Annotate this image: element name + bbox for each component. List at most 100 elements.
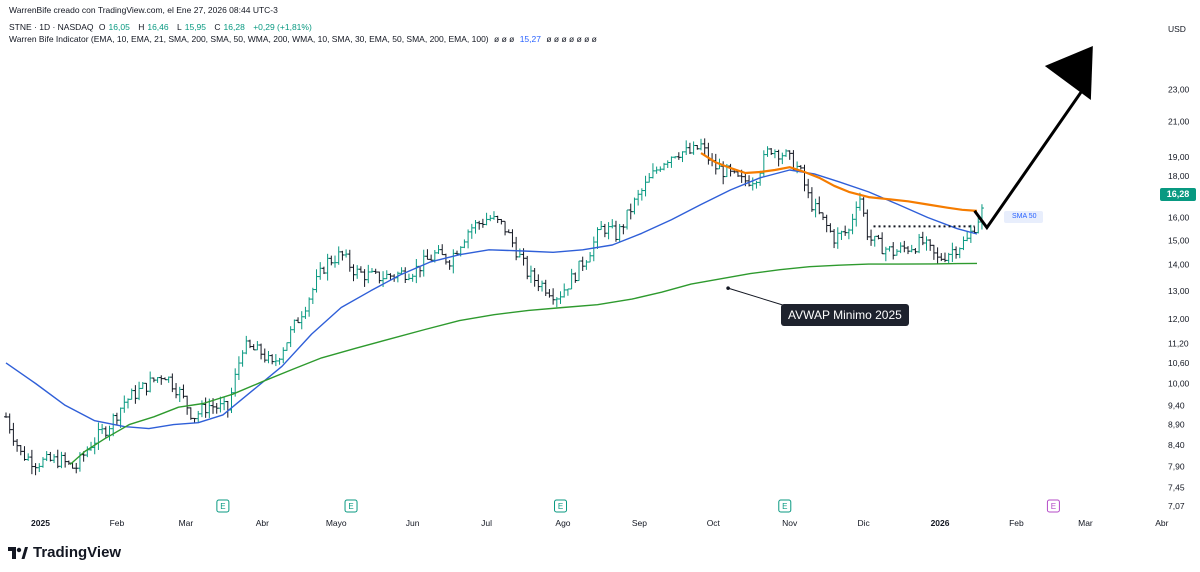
ohlc-bar — [466, 229, 471, 249]
ohlc-bar — [747, 175, 752, 187]
ohlc-bar — [517, 248, 522, 258]
ohlc-bar — [37, 463, 42, 473]
ohlc-bar — [273, 354, 278, 367]
projection-arrow-line — [973, 77, 1092, 231]
ohlc-bar — [59, 451, 64, 469]
ohlc-bar — [384, 270, 389, 280]
ohlc-bar — [684, 140, 689, 156]
ohlc-bar — [584, 260, 589, 270]
ohlc-bar — [665, 160, 670, 169]
ohlc-bar — [846, 228, 851, 240]
ohlc-bar — [613, 220, 618, 242]
ohlc-bar — [495, 215, 500, 224]
x-tick-label: Sep — [632, 518, 647, 528]
x-tick-label: Abr — [256, 518, 269, 528]
avwap-callout[interactable]: AVWAP Minimo 2025 — [781, 304, 909, 326]
ohlc-bar — [314, 269, 319, 293]
ohlc-bar — [669, 156, 674, 168]
indicator-value-sma50: 15,27 — [519, 34, 541, 44]
ohlc-bar — [33, 463, 38, 476]
ohlc-bar — [418, 265, 423, 278]
ohlc-bar — [754, 180, 759, 189]
ohlc-bar — [137, 381, 142, 401]
ohlc-bar — [562, 283, 567, 298]
ohlc-bar — [965, 231, 970, 242]
ohlc-bar — [728, 163, 733, 177]
earnings-marker-box — [344, 499, 358, 513]
ohlc-bar — [658, 166, 663, 172]
ohlc-bar — [702, 138, 707, 155]
ohlc-bar — [270, 354, 275, 365]
ohlc-bar — [151, 377, 156, 383]
symbol-legend[interactable]: STNE · 1D · NASDAQ O 16,05 H 16,46 L 15,95 … — [9, 22, 315, 32]
ohlc-bar — [606, 222, 611, 240]
chart-attribution: WarrenBife creado con TradingView.com, e… — [9, 5, 278, 15]
ohlc-bar — [55, 449, 60, 469]
indicator-legend[interactable]: Warren Bife Indicator (EMA, 10, EMA, 21,… — [9, 34, 600, 44]
ohlc-bar — [554, 297, 559, 308]
ohlc-bar — [203, 397, 208, 418]
ohlc-bar — [872, 235, 877, 247]
ohlc-bar — [85, 446, 90, 458]
ohlc-bar — [961, 236, 966, 251]
ohlc-bar — [850, 213, 855, 235]
ohlc-bar — [525, 255, 530, 280]
ohlc-bar — [828, 223, 833, 233]
ohlc-bar — [170, 373, 175, 393]
y-tick-label: 23,00 — [1168, 84, 1190, 94]
ohlc-bar — [902, 240, 907, 253]
x-tick-label: 2026 — [931, 518, 950, 528]
ohlc-bar — [144, 382, 149, 396]
ohlc-bar — [798, 165, 803, 170]
symbol-name[interactable]: STNE · 1D · NASDAQ — [9, 22, 94, 32]
y-tick-label: 18,00 — [1168, 171, 1190, 181]
ohlc-bar — [698, 138, 703, 151]
ohlc-bar — [514, 236, 519, 261]
ohlc-bar — [954, 246, 959, 259]
ohlc-bar — [247, 339, 252, 349]
ohlc-bar — [477, 220, 482, 230]
indicator-label[interactable]: Warren Bife Indicator (EMA, 10, EMA, 21,… — [9, 34, 489, 44]
ohlc-bar — [166, 376, 171, 383]
ohlc-bar — [813, 198, 818, 218]
ohlc-bar — [240, 350, 245, 367]
ohlc-bar — [939, 253, 944, 262]
sma50-tag: SMA 50 — [1004, 211, 1043, 223]
x-tick-label: Abr — [1155, 518, 1168, 528]
ohlc-bar — [713, 153, 718, 175]
ohlc-bar — [447, 260, 452, 270]
ohlc-bar — [928, 239, 933, 251]
ohlc-bar — [835, 227, 840, 249]
ohlc-bar — [307, 297, 312, 317]
indicator-values-before: ø ø ø — [494, 34, 515, 44]
x-tick-label: Mayo — [326, 518, 347, 528]
ohlc-bar — [133, 385, 138, 404]
ohlc-bar — [292, 319, 297, 333]
earnings-marker-label: E — [1051, 502, 1056, 511]
earnings-marker-label: E — [348, 502, 353, 511]
ohlc-bar — [296, 317, 301, 324]
x-tick-label: Jul — [481, 518, 492, 528]
ohlc-bar — [809, 187, 814, 212]
ohlc-bar — [414, 258, 419, 284]
ohlc-bar — [558, 291, 563, 304]
x-tick-label: Nov — [782, 518, 798, 528]
currency-label[interactable]: USD — [1168, 24, 1186, 34]
ohlc-bar — [972, 226, 977, 234]
ohlc-bar — [118, 407, 123, 428]
ohlc-bar — [22, 446, 27, 461]
ohlc-bar — [776, 149, 781, 167]
ohlc-bar — [329, 255, 334, 266]
ohlc-bar — [325, 253, 330, 281]
ohlc-bar — [595, 227, 600, 249]
ohlc-bar — [440, 244, 445, 256]
ohlc-bar — [255, 341, 260, 351]
ohlc-bar — [573, 272, 578, 283]
ohlc-bar — [580, 256, 585, 271]
ohlc-bar — [369, 268, 374, 273]
ohlc-bar — [832, 228, 837, 249]
ohlc-bar — [761, 150, 766, 178]
earnings-marker-label: E — [782, 502, 787, 511]
y-tick-label: 10,60 — [1168, 358, 1190, 368]
